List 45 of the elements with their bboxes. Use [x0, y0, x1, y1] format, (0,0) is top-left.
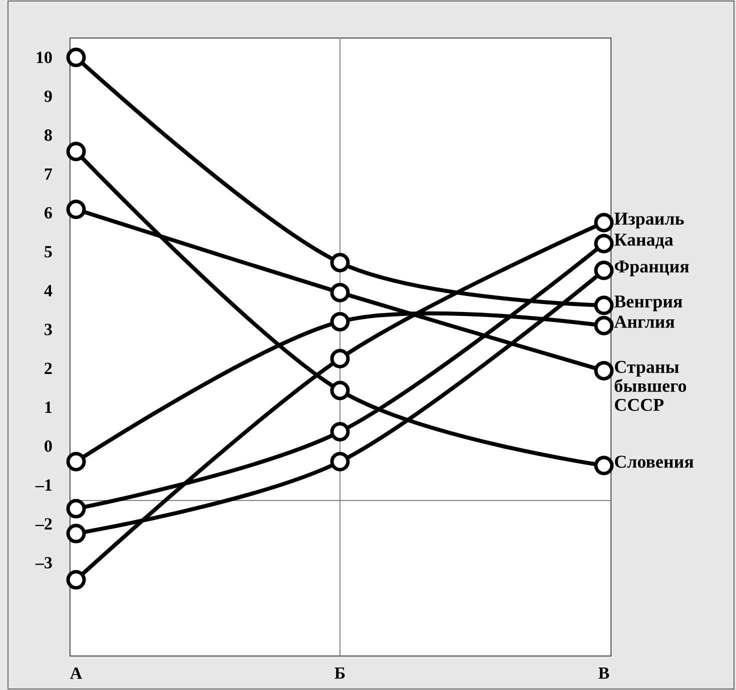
y-tick-label: 3 — [44, 324, 52, 336]
series-label: Израиль — [614, 212, 684, 228]
series-label: Страны бывшего СССР — [614, 360, 686, 411]
y-tick-label: 10 — [36, 52, 52, 64]
point — [66, 48, 86, 68]
y-tick-label: –3 — [35, 556, 52, 568]
point — [594, 316, 614, 336]
point — [66, 570, 86, 590]
y-tick-label: –1 — [35, 479, 52, 491]
point — [66, 200, 86, 220]
y-tick-label: 0 — [44, 440, 52, 452]
point — [594, 360, 614, 380]
y-tick-label: 8 — [44, 129, 52, 141]
series-label: Канада — [614, 234, 674, 249]
series-label: Венгрия — [614, 296, 682, 312]
y-tick-label: 6 — [44, 207, 52, 219]
y-tick-label: 2 — [44, 362, 52, 374]
point — [66, 142, 86, 162]
x-tick-label: В — [598, 668, 610, 679]
y-tick-label: 4 — [44, 285, 52, 296]
y-tick-label: 9 — [44, 90, 52, 102]
point — [66, 452, 86, 472]
y-tick-label: 1 — [45, 402, 52, 413]
point — [330, 452, 350, 472]
point — [594, 456, 614, 476]
x-tick-label: Б — [334, 668, 345, 679]
point — [594, 234, 614, 254]
series-label: Словения — [614, 456, 694, 468]
point — [594, 296, 614, 316]
point — [66, 524, 86, 544]
point — [330, 252, 350, 272]
point — [330, 312, 350, 332]
point — [594, 260, 614, 280]
y-tick-label: 5 — [44, 246, 52, 258]
point — [330, 282, 350, 302]
x-tick-label: А — [70, 668, 82, 679]
point — [330, 422, 350, 442]
series-label: Англия — [614, 316, 674, 328]
y-tick-label: 7 — [44, 168, 52, 180]
y-tick-label: –2 — [35, 518, 52, 530]
point — [594, 212, 614, 232]
point — [330, 380, 350, 400]
series-label: Франция — [614, 260, 689, 276]
point — [330, 348, 350, 368]
point — [66, 498, 86, 518]
